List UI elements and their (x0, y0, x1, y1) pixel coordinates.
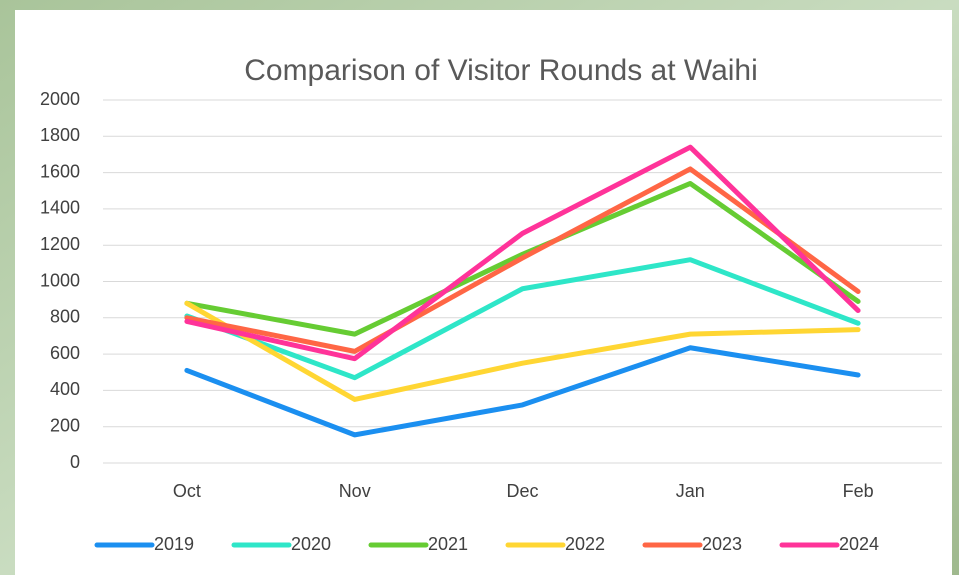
y-tick-label: 1600 (40, 161, 80, 181)
y-tick-label: 0 (70, 452, 80, 472)
legend-label: 2022 (565, 534, 605, 554)
y-tick-label: 800 (50, 307, 80, 327)
legend-label: 2019 (154, 534, 194, 554)
x-tick-label: Nov (339, 481, 371, 501)
x-tick-label: Dec (506, 481, 538, 501)
chart: Comparison of Visitor Rounds at Waihi 0 2… (0, 0, 959, 575)
x-tick-label: Feb (843, 481, 874, 501)
chart-title: Comparison of Visitor Rounds at Waihi (244, 54, 758, 87)
y-tick-label: 1200 (40, 234, 80, 254)
y-tick-label: 400 (50, 379, 80, 399)
legend-label: 2020 (291, 534, 331, 554)
legend-label: 2023 (702, 534, 742, 554)
x-tick-label: Oct (173, 481, 201, 501)
y-tick-label: 200 (50, 415, 80, 435)
y-tick-label: 1000 (40, 270, 80, 290)
y-tick-label: 1400 (40, 198, 80, 218)
legend-label: 2021 (428, 534, 468, 554)
chart-area (15, 10, 952, 575)
y-tick-label: 1800 (40, 125, 80, 145)
x-tick-label: Jan (676, 481, 705, 501)
legend-label: 2024 (839, 534, 879, 554)
y-tick-label: 2000 (40, 89, 80, 109)
y-tick-label: 600 (50, 343, 80, 363)
